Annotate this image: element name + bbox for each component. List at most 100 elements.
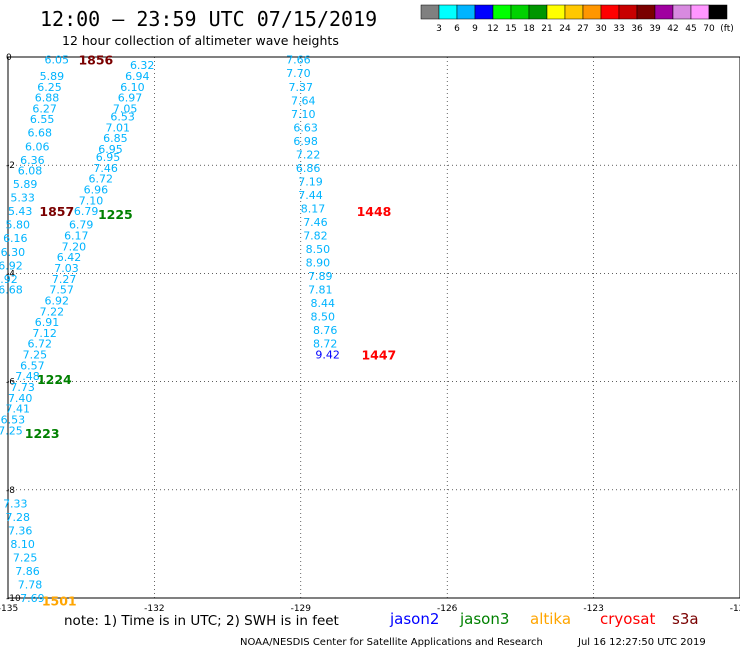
wave-height-value: 6.30 [1,246,26,259]
wave-height-value: 5.80 [6,219,31,232]
pass-time-label: 1225 [98,207,133,222]
wave-height-value: 6.17 [64,230,89,243]
wave-height-value: 6.06 [25,140,50,153]
wave-height-value: 7.25 [13,551,38,564]
y-tick-label: -6 [6,378,15,388]
colorbar-swatch [564,4,584,20]
generated-timestamp: Jul 16 12:27:50 UTC 2019 [577,637,706,648]
wave-height-value: 6.25 [37,81,62,94]
colorbar-swatch [618,4,638,20]
wave-height-value: 7.22 [296,148,321,161]
wave-height-value: 8.50 [306,243,331,256]
pass-time-label: 1447 [361,348,396,363]
colorbar-label: 30 [595,24,607,34]
wave-height-value: 6.63 [293,121,318,134]
wave-height-value: 5.89 [13,178,38,191]
wave-height-value: 6.92 [0,273,18,286]
colorbar-swatch [708,4,728,20]
colorbar-label: 21 [541,24,552,34]
satellite-legend: jason2 jason3 altika cryosat s3a [389,610,699,628]
colorbar-label: (ft) [720,24,734,34]
wave-height-value: 7.10 [291,108,316,121]
wave-height-value: 5.89 [40,70,65,83]
colorbar-swatch [474,4,494,20]
wave-height-value: 7.20 [62,240,87,253]
wave-height-value: 7.36 [8,524,33,537]
wave-height-value: 7.03 [54,262,79,275]
colorbar-swatch [456,4,476,20]
wave-height-value: 5.43 [8,205,33,218]
colorbar-swatch [420,4,440,20]
legend-entry: jason2 [389,610,439,628]
wave-height-value: 6.08 [18,165,43,178]
colorbar-label: 42 [667,24,678,34]
wave-height-value: 7.48 [15,370,40,383]
wave-height-value: 6.05 [45,54,70,67]
pass-time-labels: 1856 1857 1225 1224 1223 1501 1448 1447 [25,53,397,609]
plot-area: -135 -132 -129 -126 -123 -120 0 -2 -4 -6 -8 -10 6.0… [0,53,740,614]
pass-time-label: 1224 [37,372,72,387]
legend-entry: altika [530,610,571,628]
colorbar-label: 3 [436,24,442,34]
wave-height-value: 7.44 [298,189,323,202]
pass-time-label: 1857 [39,204,74,219]
wave-height-value: 7.12 [32,327,57,340]
wave-height-value: 6.94 [125,70,150,83]
wave-height-value: 7.86 [15,565,40,578]
wave-height-value: 8.44 [311,297,336,310]
wave-height-value: 6.72 [27,338,52,351]
y-tick-label: -10 [6,594,21,604]
y-tick-label: 0 [6,53,12,63]
map-subtitle: 12 hour collection of altimeter wave hei… [62,33,339,48]
x-tick-label: -126 [437,604,458,614]
wave-height-value: 7.69 [20,592,45,605]
x-tick-label: -132 [144,604,164,614]
colorbar: 3 6 9 12 15 18 21 24 27 30 33 36 39 42 45 70 (ft) [420,4,734,34]
colorbar-swatch [528,4,548,20]
wave-height-value: 7.37 [289,81,314,94]
colorbar-swatch [492,4,512,20]
wave-height-value: 7.73 [10,381,35,394]
wave-height-value: 6.92 [0,259,23,272]
wave-height-value: 6.98 [293,135,318,148]
wave-height-value: 8.90 [306,257,331,270]
colorbar-swatch [438,4,458,20]
credit-line: NOAA/NESDIS Center for Satellite Applica… [240,637,543,648]
wave-height-value: 7.46 [303,216,328,229]
wave-height-value: 6.85 [103,132,128,145]
colorbar-swatch [654,4,674,20]
wave-height-value: 8.17 [301,202,326,215]
wave-height-value: 7.66 [286,54,311,67]
wave-height-value: 7.89 [308,270,333,283]
pass-time-label: 1448 [357,204,392,219]
observation-labels: 6.05 6.32 5.89 6.94 6.25 6.10 6.88 6.97 6.27 7.05… [0,54,340,605]
wave-height-value: 6.96 [84,184,109,197]
colorbar-label: 24 [559,24,571,34]
wave-height-value: 8.72 [313,338,338,351]
wave-height-value: 7.01 [106,121,131,134]
colorbar-label: 70 [703,24,715,34]
colorbar-label: 15 [505,24,516,34]
wave-height-value: 6.88 [35,92,60,105]
colorbar-swatch [582,4,602,20]
wave-height-value: 6.91 [35,316,60,329]
wave-height-value: 7.22 [40,305,65,318]
wave-height-value: 7.41 [6,403,31,416]
wave-height-value: 6.55 [30,113,55,126]
wave-height-value: 6.95 [98,143,123,156]
axis-tick-labels: -135 -132 -129 -126 -123 -120 0 -2 -4 -6 -8 -10 [0,53,740,614]
wave-height-value: 7.46 [93,162,118,175]
pass-time-label: 1223 [25,426,60,441]
x-tick-label: -129 [291,604,312,614]
x-tick-label: -135 [0,604,18,614]
wave-height-value: 7.33 [3,497,28,510]
y-tick-label: -2 [6,161,15,171]
wave-height-value: 6.36 [20,154,45,167]
x-tick-label: -120 [730,604,740,614]
wave-height-value: 6.92 [45,294,70,307]
pass-time-label: 1856 [78,53,113,68]
colorbar-swatch [636,4,656,20]
wave-height-value: 6.68 [0,284,23,297]
legend-entry: jason3 [459,610,509,628]
